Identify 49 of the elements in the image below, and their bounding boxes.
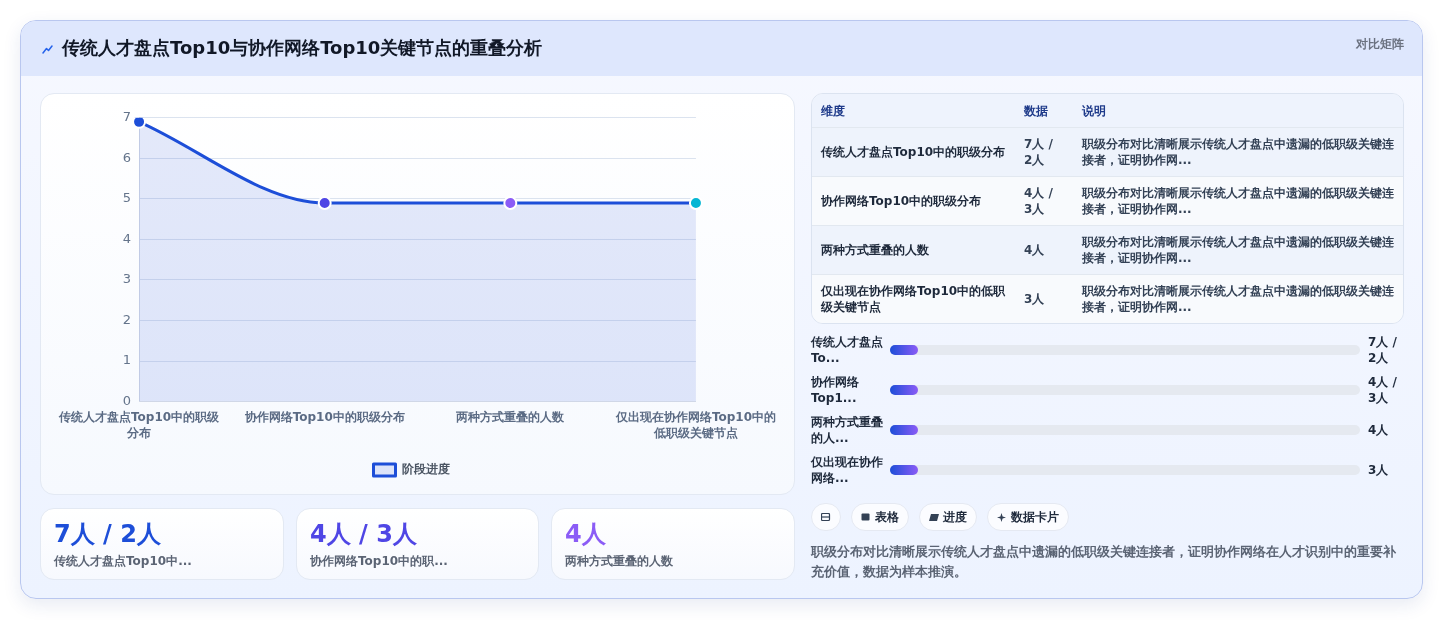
text: 4人 / 3人: [1368, 374, 1398, 406]
category-label: 表格: [875, 508, 899, 526]
text: 职级分布对比清晰展示传统人才盘点中遗漏的低职级关键连接者，证明协作网...: [1082, 235, 1394, 265]
category-label: 数据卡片: [1011, 508, 1059, 526]
text: 7人 / 2人: [1024, 137, 1053, 167]
text: 协作网络Top10中的职...: [310, 553, 448, 569]
text: 3人: [1024, 292, 1045, 306]
x-tick-label: 两种方式重叠的人数: [455, 409, 566, 424]
y-tick-label: 2: [122, 311, 132, 327]
x-tick-label: 仅出现在协作网络Top10中的低职级关键节点: [614, 409, 776, 441]
category-label: 数据: [1015, 94, 1073, 128]
text: 职级分布对比清晰展示传统人才盘点中遗漏的低职级关键连接者，证明协作网...: [1082, 284, 1394, 314]
text: 4人 / 3人: [1024, 186, 1053, 216]
x-tick-label: 传统人才盘点Top10中的职级分布: [58, 409, 221, 441]
text: 4人: [565, 519, 606, 550]
y-tick-label: 3: [122, 271, 132, 287]
tab-button[interactable]: [987, 503, 1069, 531]
y-tick-label: 4: [122, 230, 132, 246]
y-tick-label: 7: [122, 109, 132, 125]
text: 仅出现在协作网络Top10中的低职级关键节点: [821, 284, 1006, 314]
category-label: 两种方式重叠的人...: [811, 415, 883, 445]
text: 3人: [1368, 462, 1390, 478]
category-label: 进度: [943, 508, 967, 526]
text: 职级分布对比清晰展示传统人才盘点中遗漏的低职级关键连接者，证明协作网...: [1082, 137, 1394, 167]
text: 4人: [1368, 422, 1390, 438]
chart-title: 传统人才盘点Top10与协作网络Top10关键节点的重叠分析: [62, 36, 543, 60]
category-label: 协作网络Top1...: [811, 375, 859, 405]
text: 两种方式重叠的人数: [821, 243, 929, 257]
text: 协作网络Top10中的职级分布: [821, 194, 982, 208]
category-label: 传统人才盘点To...: [811, 335, 883, 365]
y-tick-label: 5: [122, 190, 132, 206]
text: 7人 / 2人: [54, 519, 161, 550]
text: 职级分布对比清晰展示传统人才盘点中遗漏的低职级关键连接者，证明协作网...: [1082, 186, 1394, 216]
category-label: 仅出现在协作网络...: [811, 455, 883, 485]
text: 职级分布对比清晰展示传统人才盘点中遗漏的低职级关键连接者，证明协作网络在人才识别中的重要补充价值，数据为样本推演。: [811, 543, 1397, 581]
y-tick-label: 1: [122, 352, 132, 368]
y-tick-label: 0: [122, 392, 132, 408]
y-tick-label: 6: [122, 149, 132, 165]
text: 7人 / 2人: [1368, 334, 1398, 366]
category-label: 说明: [1073, 94, 1403, 128]
text: 4人: [1024, 243, 1045, 257]
text: 对比矩阵: [1356, 36, 1404, 52]
text: 4人 / 3人: [310, 519, 417, 550]
text: 传统人才盘点Top10中...: [54, 553, 192, 569]
category-label: 维度: [812, 94, 1015, 128]
text: 两种方式重叠的人数: [565, 553, 673, 569]
x-tick-label: 协作网络Top10中的职级分布: [243, 409, 405, 424]
text: 传统人才盘点Top10中的职级分布: [821, 145, 1006, 159]
legend-label: 阶段进度: [401, 462, 450, 477]
